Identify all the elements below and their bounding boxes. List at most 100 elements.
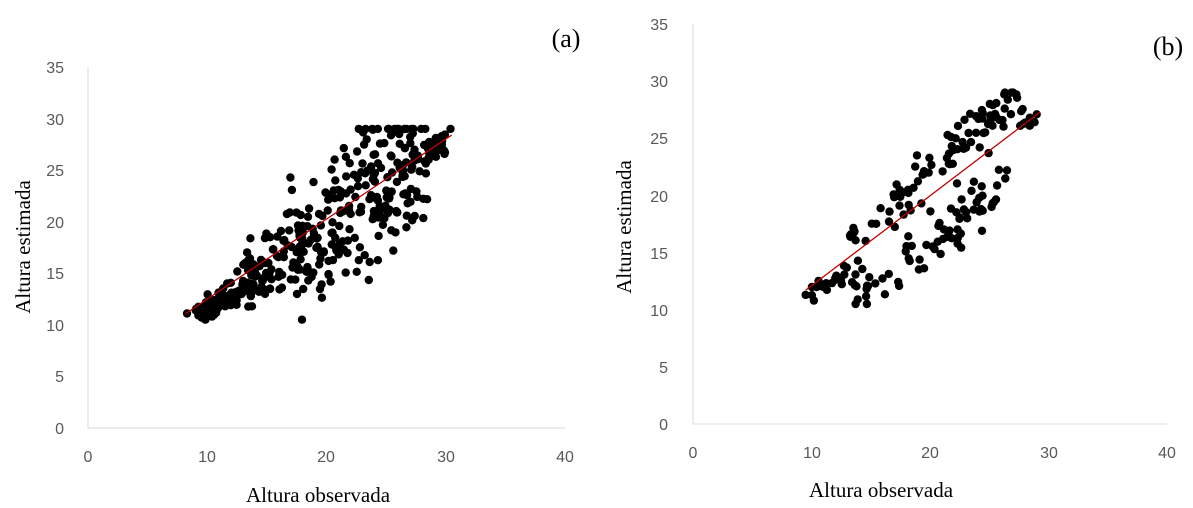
- data-point: [368, 215, 377, 224]
- data-point: [354, 256, 363, 265]
- chart-a-y-tick: 10: [46, 318, 64, 335]
- data-point: [327, 165, 336, 174]
- data-point: [276, 226, 286, 236]
- data-point: [245, 284, 255, 293]
- data-point: [1001, 174, 1010, 183]
- chart-b-x-tick: 40: [1158, 445, 1176, 462]
- data-point: [386, 131, 396, 140]
- chart-a-y-tick: 35: [46, 60, 64, 77]
- data-point: [233, 267, 242, 276]
- data-point: [268, 245, 278, 254]
- data-point: [303, 212, 313, 221]
- data-point: [987, 202, 996, 212]
- data-point: [327, 228, 336, 238]
- data-point: [1002, 166, 1012, 175]
- data-point: [317, 293, 327, 302]
- data-point: [260, 233, 270, 243]
- chart-a-x-tick: 30: [437, 449, 455, 466]
- data-point: [885, 207, 894, 216]
- data-point: [832, 271, 841, 280]
- data-point: [191, 304, 201, 314]
- chart-b-y-axis-title: Altura estimada: [612, 160, 636, 294]
- chart-a-x-tick: 0: [84, 449, 93, 466]
- data-point: [957, 195, 966, 204]
- data-point: [977, 182, 986, 191]
- data-point: [352, 147, 362, 156]
- chart-b-x-tick: 10: [803, 445, 821, 462]
- chart-b-y-tick: 15: [650, 246, 668, 263]
- chart-a-y-tick: 15: [46, 266, 64, 283]
- data-point: [291, 275, 300, 284]
- chart-b-y-ticks: 0 5 10 15 20 25 30 35: [650, 17, 668, 434]
- data-point: [999, 122, 1008, 131]
- data-point: [294, 226, 303, 235]
- data-point: [392, 177, 402, 187]
- data-point: [330, 155, 339, 164]
- data-point: [927, 160, 936, 170]
- chart-a-y-tick: 20: [46, 215, 64, 232]
- data-point: [324, 269, 333, 279]
- data-point: [339, 143, 348, 153]
- chart-a-y-tick: 25: [46, 163, 64, 180]
- data-point: [292, 248, 301, 257]
- chart-b-x-ticks: 0 10 20 30 40: [689, 445, 1176, 462]
- chart-b-y-tick: 10: [650, 303, 668, 320]
- data-point: [296, 255, 305, 264]
- data-point: [250, 267, 259, 276]
- data-point: [355, 243, 365, 252]
- data-point: [365, 194, 374, 204]
- data-point: [845, 231, 855, 240]
- data-point: [419, 213, 428, 223]
- data-point: [901, 247, 910, 256]
- chart-b-y-tick: 0: [659, 417, 668, 434]
- data-point: [359, 140, 369, 149]
- data-point: [994, 165, 1004, 174]
- data-point: [275, 285, 284, 294]
- data-point: [936, 249, 945, 259]
- data-point: [884, 217, 894, 226]
- data-point: [361, 124, 370, 134]
- data-point: [300, 238, 309, 248]
- data-point: [406, 132, 415, 142]
- data-point: [292, 289, 302, 299]
- data-point: [894, 281, 904, 291]
- data-point: [446, 124, 455, 134]
- data-point: [948, 159, 957, 168]
- data-point: [862, 299, 872, 309]
- data-point: [945, 226, 954, 235]
- chart-a-y-tick: 0: [55, 421, 64, 438]
- data-point: [353, 174, 362, 183]
- data-point: [861, 236, 870, 246]
- data-point: [287, 185, 297, 195]
- data-point: [904, 254, 913, 263]
- data-point: [380, 214, 389, 223]
- chart-b-x-tick: 30: [1040, 445, 1058, 462]
- data-point: [382, 186, 391, 195]
- chart-a-x-tick: 20: [317, 449, 335, 466]
- data-point: [402, 223, 411, 232]
- chart-b-trendline: [805, 111, 1041, 291]
- data-point: [378, 220, 388, 229]
- data-point: [403, 199, 412, 208]
- data-point: [977, 226, 987, 235]
- data-point: [369, 206, 379, 216]
- data-point: [401, 189, 410, 198]
- data-point: [884, 269, 893, 279]
- data-point: [911, 162, 920, 171]
- data-point: [286, 173, 295, 182]
- chart-b: 0 5 10 15 20 25 30 35 0 10 20 30 40 Altu…: [612, 17, 1183, 502]
- data-point: [406, 184, 416, 194]
- data-point: [849, 223, 858, 233]
- data-point: [342, 172, 351, 181]
- data-point: [915, 255, 924, 264]
- data-point: [299, 284, 308, 294]
- data-point: [986, 116, 995, 126]
- data-point: [978, 191, 987, 200]
- data-point: [282, 209, 292, 219]
- data-point: [345, 159, 354, 168]
- data-point: [341, 152, 351, 161]
- data-point: [922, 240, 931, 250]
- data-point: [851, 236, 860, 245]
- data-point: [346, 209, 355, 219]
- data-point: [323, 206, 332, 215]
